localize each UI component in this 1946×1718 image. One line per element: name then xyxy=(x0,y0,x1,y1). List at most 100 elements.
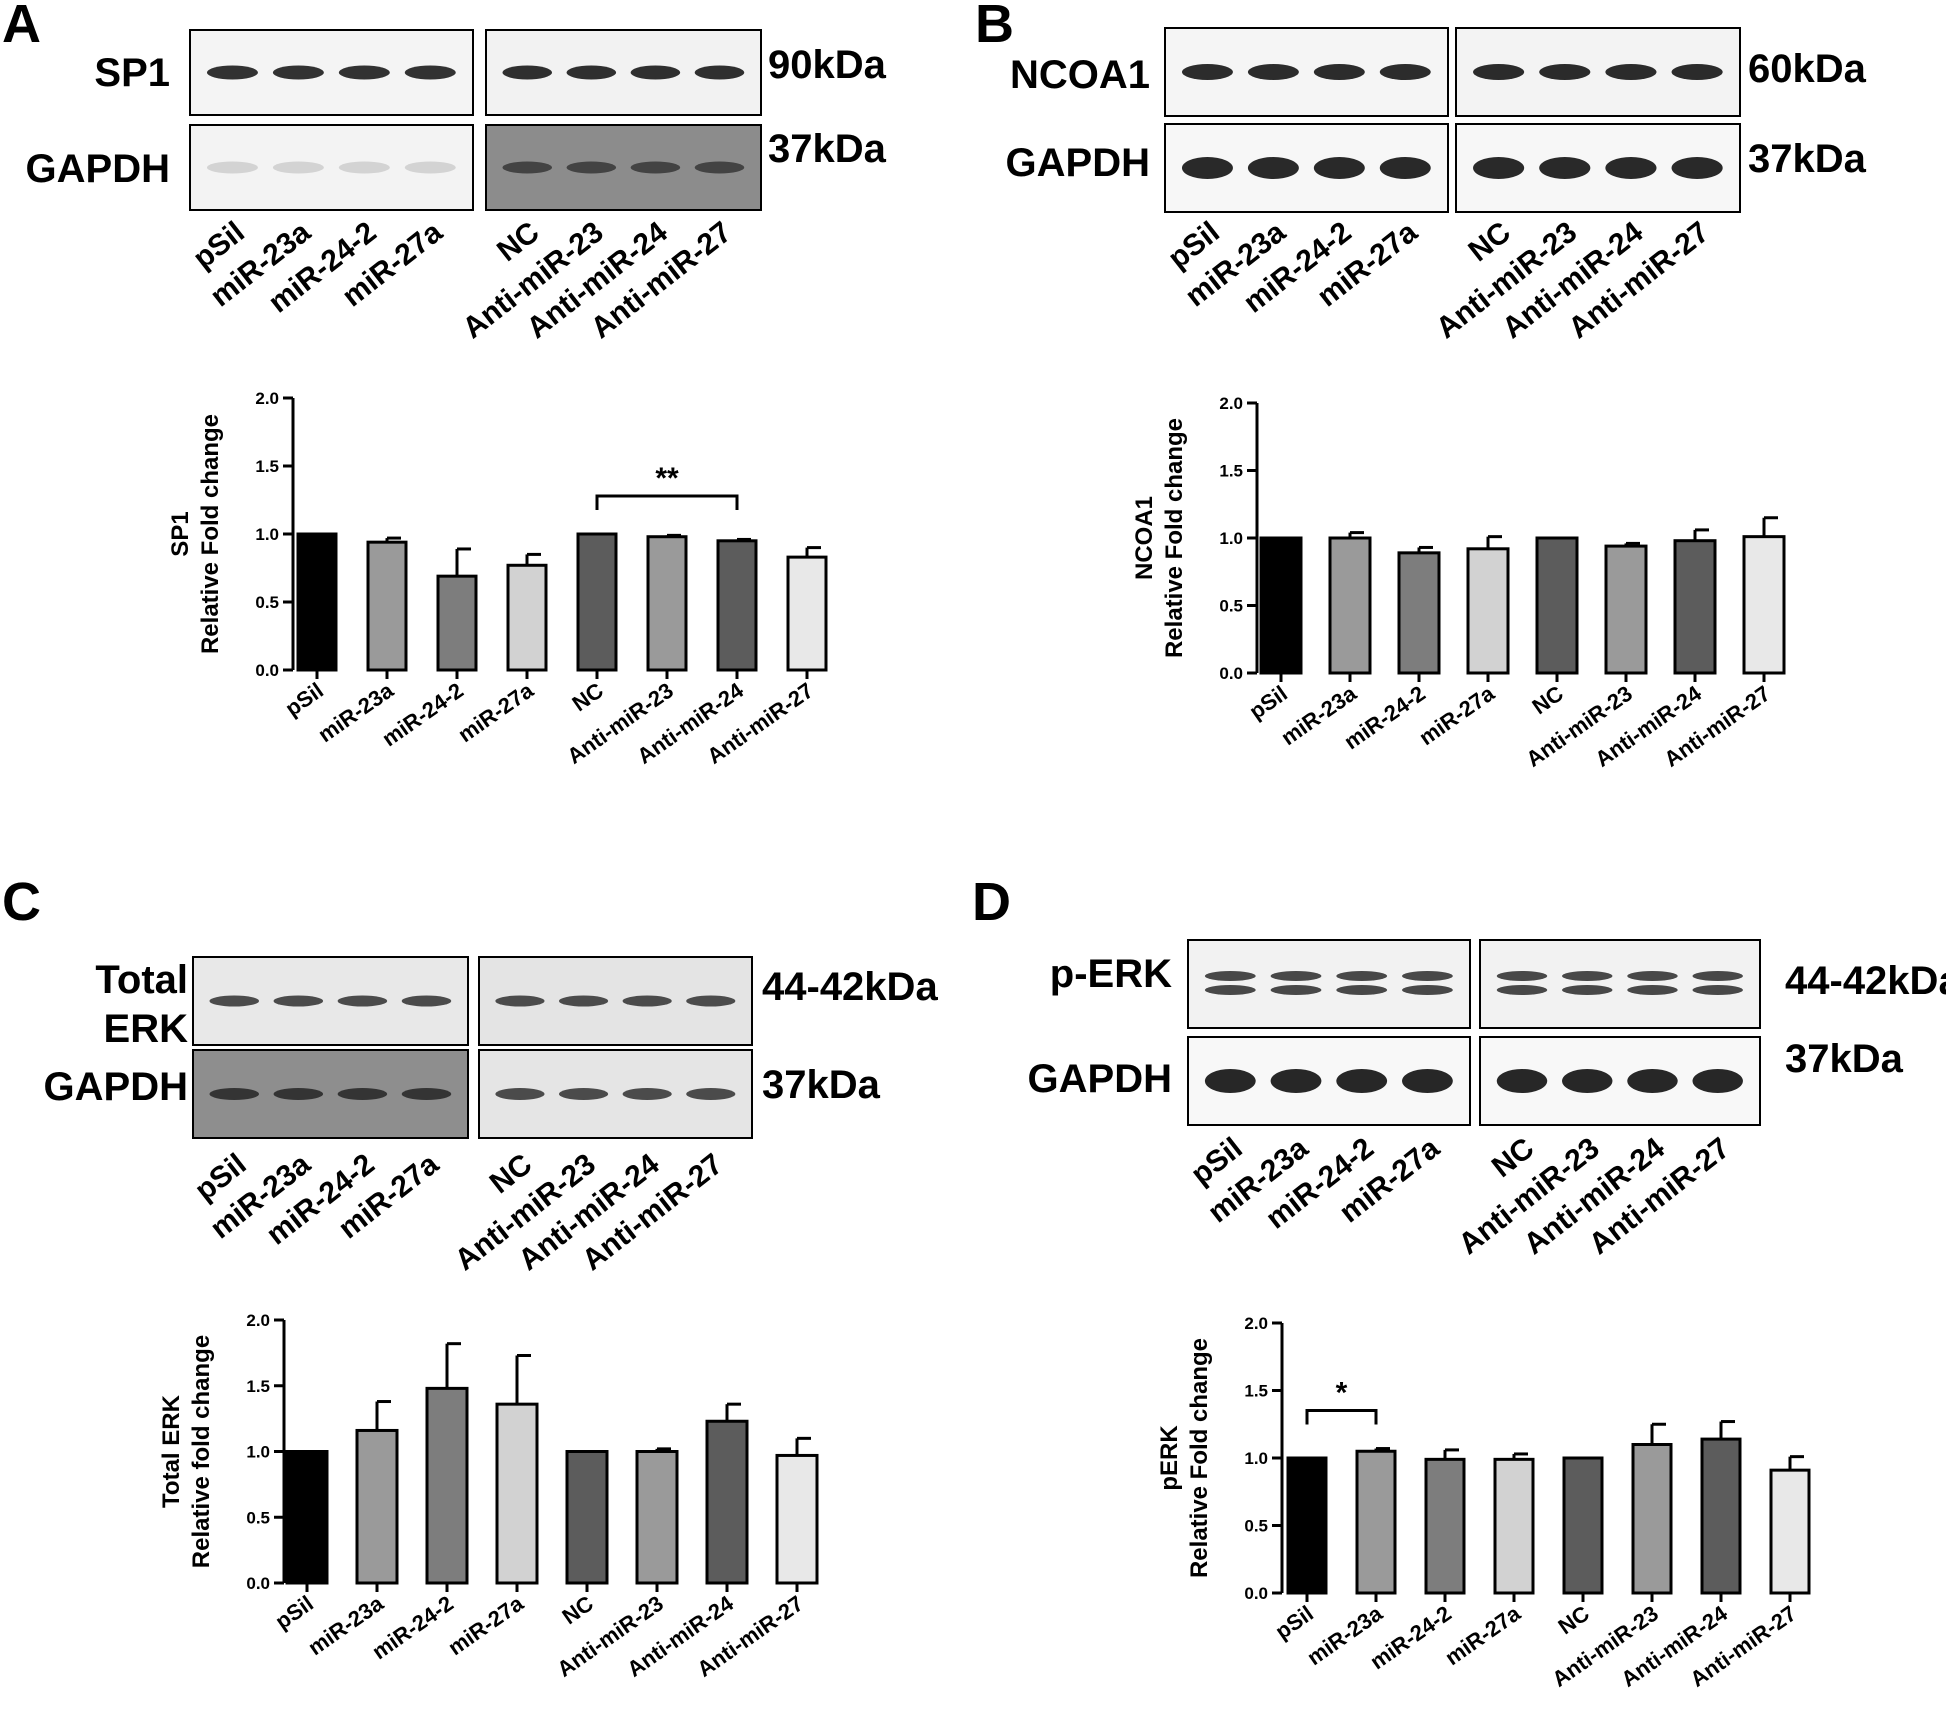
y-tick-label: 0.0 xyxy=(246,1574,270,1593)
panel-letter: A xyxy=(2,0,41,54)
bar xyxy=(1397,551,1441,675)
blot-band xyxy=(273,1088,324,1100)
bar xyxy=(1742,535,1786,675)
bar xyxy=(635,1450,679,1585)
blot-band xyxy=(1181,64,1233,80)
blot-band xyxy=(1496,1069,1548,1093)
x-tick-label: NC xyxy=(557,1591,597,1630)
blot-band xyxy=(1562,1069,1613,1093)
blot-band xyxy=(1562,985,1613,995)
blot-band xyxy=(273,995,324,1007)
blot-row-label: GAPDH xyxy=(26,147,170,191)
bar xyxy=(646,535,688,672)
y-tick-label: 0.0 xyxy=(1219,664,1243,683)
blot-band xyxy=(686,995,736,1007)
kda-marker: 37kDa xyxy=(1748,137,1867,181)
blot-band xyxy=(337,1088,388,1100)
blot-band xyxy=(1671,157,1723,179)
y-tick-label: 1.0 xyxy=(246,1443,270,1462)
blot-band xyxy=(1204,985,1256,995)
y-tick-label: 0.5 xyxy=(246,1508,270,1527)
blot-band xyxy=(1270,971,1322,981)
bar xyxy=(1604,544,1648,675)
bar xyxy=(1769,1468,1811,1595)
significance-bracket xyxy=(595,494,739,510)
panel-letter: D xyxy=(972,872,1011,932)
blot-band xyxy=(686,1088,736,1100)
y-tick-label: 2.0 xyxy=(246,1311,270,1330)
blot-band xyxy=(272,65,324,80)
blot-band xyxy=(1379,157,1431,179)
blot-band xyxy=(206,65,258,80)
bar xyxy=(1562,1456,1604,1595)
bar xyxy=(296,532,338,672)
bar xyxy=(565,1450,609,1585)
blot-band xyxy=(209,1088,259,1100)
blot-row-label: GAPDH xyxy=(1006,141,1150,185)
bar xyxy=(705,1419,749,1585)
blot-band xyxy=(1627,971,1678,981)
blot-band xyxy=(566,161,617,174)
blot-band xyxy=(1671,64,1723,80)
blot-band xyxy=(622,995,672,1007)
y-tick-label: 1.5 xyxy=(246,1377,270,1396)
blot-band xyxy=(1270,985,1322,995)
blot-band xyxy=(694,65,745,80)
blot-band xyxy=(630,161,681,174)
blot-band xyxy=(1627,985,1678,995)
significance-label: * xyxy=(1336,1377,1348,1410)
blot-band xyxy=(1336,1069,1388,1093)
blot-band xyxy=(1539,64,1591,80)
y-axis-label: Relative Fold change xyxy=(197,414,224,654)
kda-marker: 60kDa xyxy=(1748,47,1867,91)
bar xyxy=(436,574,478,672)
bar xyxy=(1493,1457,1535,1595)
x-tick-label: miR-27a xyxy=(1414,680,1499,750)
blot-band xyxy=(401,995,452,1007)
y-tick-label: 0.5 xyxy=(1244,1517,1268,1536)
blot-band xyxy=(558,1088,609,1100)
y-tick-label: 2.0 xyxy=(1244,1314,1268,1333)
bar xyxy=(1424,1457,1466,1595)
blot-membrane xyxy=(1187,939,1471,1029)
y-axis-label: Relative Fold change xyxy=(1161,418,1188,658)
blot-band xyxy=(1692,1069,1743,1093)
bar xyxy=(1355,1449,1397,1595)
x-tick-label: pSil xyxy=(1270,1601,1317,1645)
blot-band xyxy=(1496,985,1548,995)
blot-band xyxy=(1247,157,1299,179)
blot-band xyxy=(1562,971,1613,981)
x-tick-label: NC xyxy=(567,678,607,717)
blot-band xyxy=(1496,971,1548,981)
panel-letter: C xyxy=(2,872,41,932)
blot-band xyxy=(1313,64,1365,80)
blot-band xyxy=(404,65,456,80)
bar xyxy=(425,1386,469,1585)
blot-band xyxy=(1473,157,1525,179)
blot-band xyxy=(1247,64,1299,80)
bar xyxy=(716,539,758,672)
x-tick-label: pSil xyxy=(270,1591,317,1635)
bar xyxy=(1700,1437,1742,1595)
bar xyxy=(495,1402,539,1585)
bar xyxy=(1259,536,1303,675)
blot-band xyxy=(1313,157,1365,179)
y-axis-label: NCOA1 xyxy=(1131,496,1158,580)
bar-chart: 0.0 0.5 1.0 1.5 2.0 SP1 Relative Fold change pS… xyxy=(167,389,828,769)
bar xyxy=(1466,547,1510,675)
y-axis-label: Total ERK xyxy=(158,1394,185,1508)
blot-band xyxy=(206,161,258,174)
blot-row-label: GAPDH xyxy=(1028,1057,1172,1101)
x-tick-label: miR-27a xyxy=(443,1590,528,1660)
blot-row-label: ERK xyxy=(104,1007,189,1051)
bar xyxy=(285,1450,329,1585)
blot-band xyxy=(1539,157,1591,179)
blot-band xyxy=(1402,971,1453,981)
kda-marker: 37kDa xyxy=(762,1063,881,1107)
blot-band xyxy=(1692,971,1743,981)
bar-chart: 0.0 0.5 1.0 1.5 2.0 Total ERK Relative fold ch… xyxy=(158,1311,819,1682)
